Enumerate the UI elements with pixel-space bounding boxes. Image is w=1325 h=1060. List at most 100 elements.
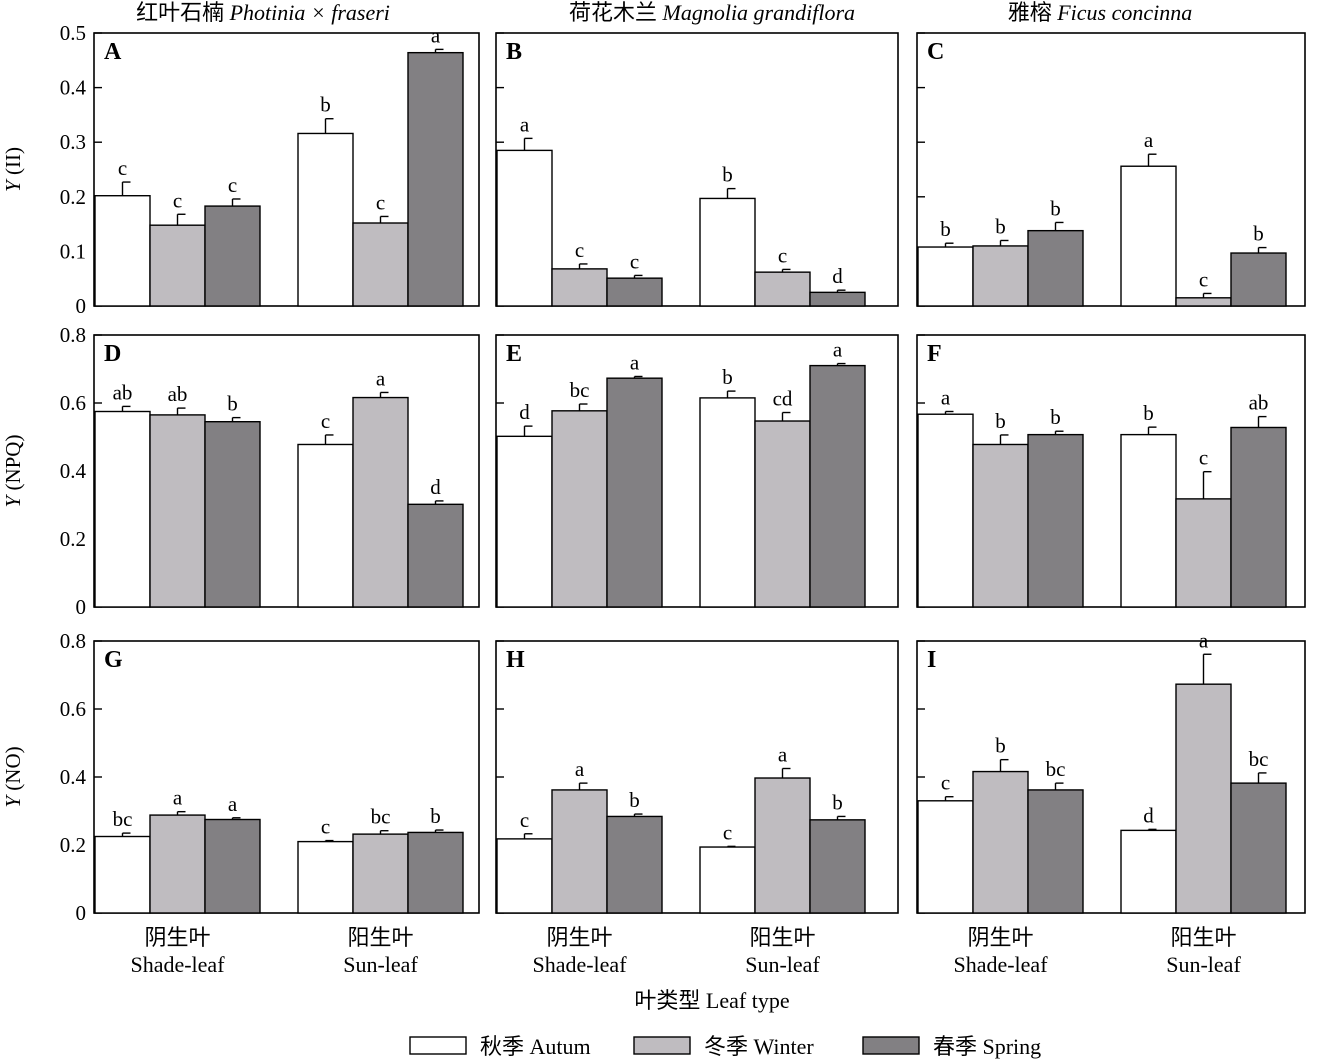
significance-label: a — [833, 338, 843, 362]
significance-label: b — [722, 163, 733, 187]
category-label-cn: 阴生叶 — [967, 925, 1033, 950]
y-tick-label: 0 — [76, 901, 87, 925]
bar — [606, 277, 663, 307]
category-label-en: Shade-leaf — [532, 952, 627, 977]
significance-label: b — [430, 804, 441, 828]
bar — [699, 846, 756, 914]
legend-swatch — [409, 1036, 467, 1055]
bar — [1120, 433, 1177, 608]
panel-letter: F — [927, 341, 942, 367]
bar — [1027, 789, 1084, 914]
significance-label: a — [575, 757, 585, 781]
bar — [297, 443, 354, 608]
significance-label: bc — [1046, 757, 1066, 781]
significance-label: a — [778, 743, 788, 767]
bar — [94, 195, 151, 307]
significance-label: c — [575, 238, 584, 262]
significance-label: c — [376, 190, 385, 214]
column-title: 雅榕 Ficus concinna — [1008, 0, 1193, 25]
column-title-latin: Magnolia grandiflora — [662, 0, 856, 25]
bar — [204, 818, 261, 914]
significance-label: b — [320, 93, 331, 117]
bar — [606, 815, 663, 914]
significance-label: b — [1050, 405, 1061, 429]
bar — [1175, 498, 1232, 608]
panel-letter: A — [104, 39, 122, 65]
bar — [297, 840, 354, 914]
y-tick-label: 0.2 — [60, 833, 86, 857]
significance-label: d — [832, 264, 843, 288]
panel-letter: C — [927, 39, 944, 65]
significance-label: bc — [570, 378, 590, 402]
significance-label: bc — [371, 805, 391, 829]
significance-label: b — [1143, 401, 1154, 425]
bar — [551, 789, 608, 914]
significance-label: b — [722, 365, 733, 389]
category-label-en: Sun-leaf — [343, 952, 418, 977]
category-label-en: Sun-leaf — [745, 952, 820, 977]
panel-letter: B — [506, 39, 522, 65]
y-axis-label-italic: Y — [1, 493, 25, 507]
legend-label: 秋季 Autum — [480, 1034, 591, 1059]
bar — [149, 414, 206, 608]
bar — [972, 770, 1029, 914]
bar — [496, 149, 553, 307]
significance-label: c — [228, 173, 237, 197]
significance-label: b — [1050, 196, 1061, 220]
significance-label: a — [173, 786, 183, 810]
legend-label: 冬季 Winter — [704, 1034, 814, 1059]
bar — [699, 197, 756, 307]
panel-letter: E — [506, 341, 522, 367]
bar — [1120, 165, 1177, 307]
significance-label: bc — [1249, 747, 1269, 771]
significance-label: d — [1143, 803, 1154, 827]
significance-label: b — [227, 392, 238, 416]
category-label-cn: 阳生叶 — [749, 925, 815, 950]
x-axis-title: 叶类型 Leaf type — [634, 988, 789, 1013]
y-axis-label: Y (NO) — [1, 746, 25, 807]
category-label-en: Sun-leaf — [1166, 952, 1241, 977]
y-axis-label-rest: (NPQ) — [1, 435, 25, 496]
significance-label: b — [995, 214, 1006, 238]
significance-label: c — [173, 188, 182, 212]
category-label-en: Shade-leaf — [953, 952, 1048, 977]
significance-label: a — [630, 350, 640, 374]
bar — [496, 435, 553, 608]
category-label-en: Shade-leaf — [130, 952, 225, 977]
column-title-cn: 雅榕 — [1008, 0, 1058, 25]
bar — [149, 224, 206, 307]
panel-frame — [495, 32, 899, 307]
significance-label: b — [629, 788, 640, 812]
panel-letter: I — [927, 647, 936, 673]
column-title-cn: 荷花木兰 — [569, 0, 663, 25]
panel-letter: D — [104, 341, 121, 367]
bar — [809, 291, 866, 307]
y-tick-label: 0.5 — [60, 21, 86, 45]
y-tick-label: 0.6 — [60, 697, 86, 721]
significance-label: c — [941, 771, 950, 795]
panel-frame — [93, 32, 480, 307]
bar — [204, 421, 261, 608]
significance-label: bc — [113, 807, 133, 831]
bar — [297, 132, 354, 307]
significance-label: c — [321, 815, 330, 839]
significance-label: c — [1199, 267, 1208, 291]
bar — [551, 268, 608, 307]
bar — [972, 443, 1029, 608]
y-tick-label: 0.1 — [60, 239, 86, 263]
significance-label: cd — [773, 387, 793, 411]
significance-label: a — [1144, 128, 1154, 152]
bar — [1230, 252, 1287, 307]
bar — [754, 777, 811, 914]
y-axis-label-rest: (NO) — [1, 746, 25, 796]
bar — [1120, 829, 1177, 914]
significance-label: b — [940, 217, 951, 241]
significance-label: c — [118, 156, 127, 180]
bar — [352, 222, 409, 307]
category-label-cn: 阳生叶 — [347, 925, 413, 950]
y-axis-label: Y (II) — [1, 147, 25, 192]
significance-label: c — [1199, 446, 1208, 470]
significance-label: c — [630, 249, 639, 273]
significance-label: d — [519, 400, 530, 424]
